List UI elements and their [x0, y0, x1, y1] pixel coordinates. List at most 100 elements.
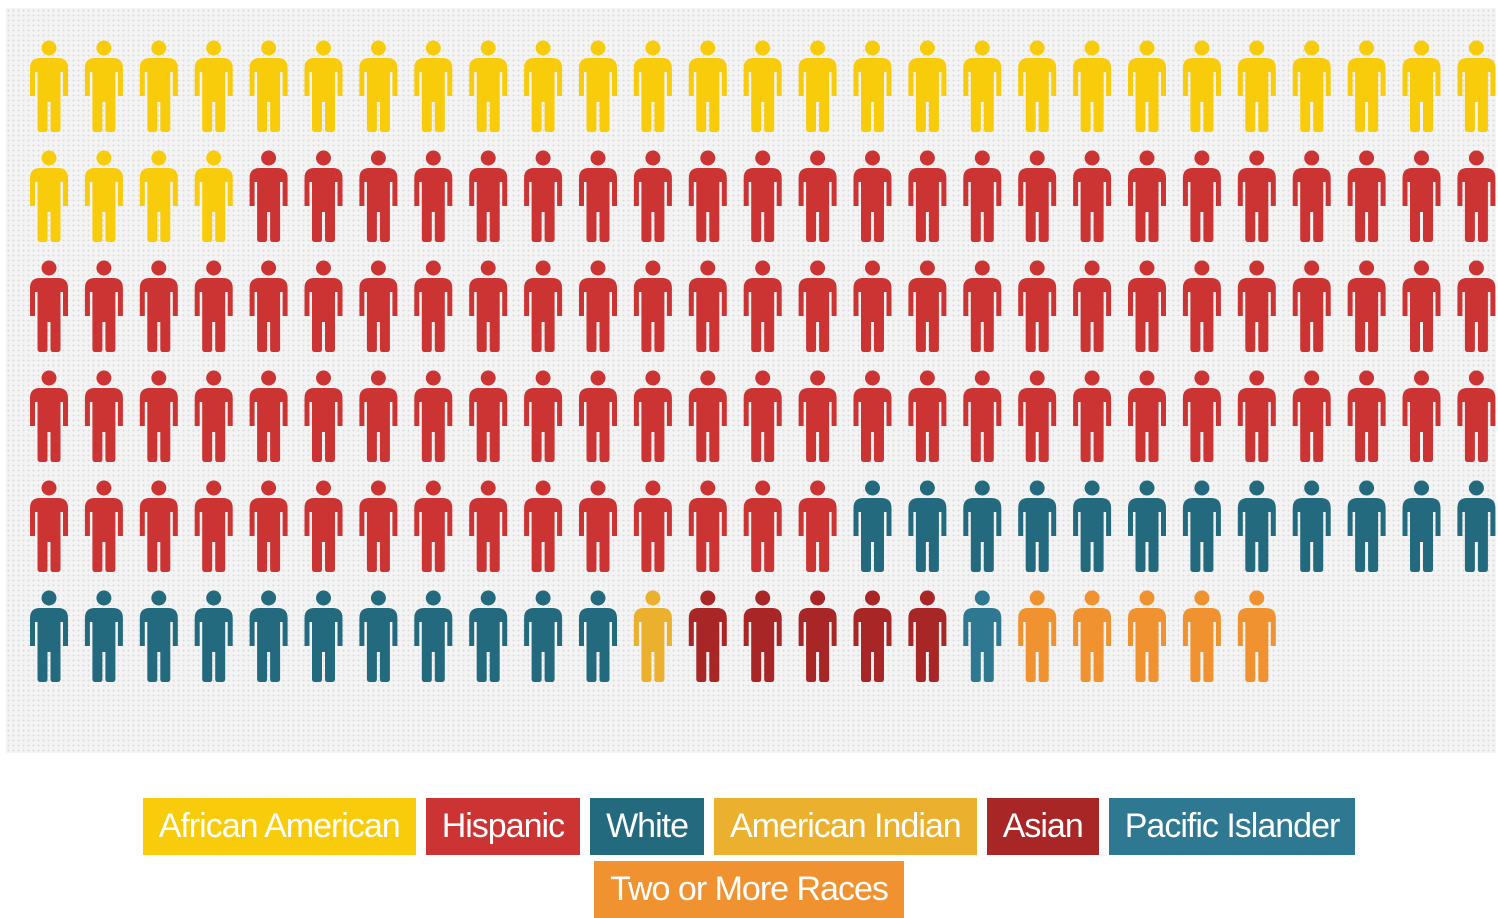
legend-item-asian: Asian — [986, 798, 1099, 855]
person-icon-two-or-more-races — [1073, 590, 1112, 682]
person-icon-hispanic — [469, 150, 508, 242]
person-icon-african-american — [1073, 40, 1112, 132]
person-icon-hispanic — [1457, 150, 1496, 242]
person-icon-white — [579, 590, 617, 682]
person-icon-white — [30, 590, 68, 682]
person-icon-hispanic — [743, 370, 782, 462]
person-icon-hispanic — [249, 480, 288, 572]
person-icon-hispanic — [908, 260, 947, 352]
person-icon-african-american — [1128, 40, 1166, 132]
person-icon-white — [469, 590, 508, 682]
person-icon-asian — [743, 590, 782, 682]
person-icon-african-american — [1237, 40, 1276, 132]
person-icon-hispanic — [1073, 370, 1112, 462]
person-icon-asian — [798, 590, 837, 682]
person-icon-african-american — [743, 40, 782, 132]
person-icon-african-american — [30, 150, 68, 242]
person-icon-hispanic — [30, 480, 68, 572]
person-icon-hispanic — [1457, 260, 1496, 352]
person-icon-african-american — [194, 40, 233, 132]
person-icon-african-american — [304, 40, 343, 132]
person-icon-hispanic — [194, 480, 233, 572]
person-icon-african-american — [1018, 40, 1057, 132]
person-icon-african-american — [249, 40, 288, 132]
person-icon-hispanic — [359, 370, 398, 462]
person-icon-hispanic — [633, 260, 672, 352]
person-icon-hispanic — [688, 150, 727, 242]
person-icon-hispanic — [1237, 150, 1276, 242]
person-icon-african-american — [359, 40, 398, 132]
person-icon-african-american — [1347, 40, 1386, 132]
person-icon-african-american — [853, 40, 892, 132]
person-icon-two-or-more-races — [1128, 590, 1166, 682]
person-icon-african-american — [633, 40, 672, 132]
person-icon-white — [1457, 480, 1496, 572]
person-icon-african-american — [908, 40, 947, 132]
person-icon-hispanic — [579, 150, 617, 242]
person-icon-hispanic — [743, 150, 782, 242]
person-icon-hispanic — [798, 260, 837, 352]
person-icon-white — [1237, 480, 1276, 572]
person-icon-hispanic — [139, 480, 178, 572]
person-icon-white — [1182, 480, 1221, 572]
legend-item-pacific-islander: Pacific Islander — [1108, 798, 1356, 855]
person-icon-hispanic — [1402, 370, 1441, 462]
person-icon-white — [1347, 480, 1386, 572]
person-icon-hispanic — [359, 260, 398, 352]
person-icon-hispanic — [414, 260, 453, 352]
person-icon-african-american — [194, 150, 233, 242]
person-icon-white — [414, 590, 453, 682]
person-icon-hispanic — [1292, 370, 1331, 462]
person-icon-hispanic — [798, 370, 837, 462]
person-icon-hispanic — [469, 260, 508, 352]
person-icon-hispanic — [798, 480, 837, 572]
person-icon-hispanic — [963, 260, 1002, 352]
person-icon-hispanic — [1402, 150, 1441, 242]
person-icon-hispanic — [1347, 260, 1386, 352]
person-icon-hispanic — [963, 150, 1002, 242]
person-icon-hispanic — [30, 370, 68, 462]
person-icon-hispanic — [688, 370, 727, 462]
person-icon-african-american — [524, 40, 563, 132]
person-icon-hispanic — [1292, 150, 1331, 242]
person-icon-african-american — [84, 40, 123, 132]
person-icon-hispanic — [908, 150, 947, 242]
person-icon-hispanic — [743, 480, 782, 572]
person-icon-hispanic — [1182, 260, 1221, 352]
legend-item-hispanic: Hispanic — [425, 798, 581, 855]
person-icon-hispanic — [30, 260, 68, 352]
person-icon-asian — [688, 590, 727, 682]
person-icon-african-american — [139, 150, 178, 242]
person-icon-african-american — [963, 40, 1002, 132]
person-icon-hispanic — [304, 150, 343, 242]
person-icon-hispanic — [139, 370, 178, 462]
person-icon-hispanic — [304, 480, 343, 572]
person-icon-african-american — [798, 40, 837, 132]
person-icon-hispanic — [1128, 150, 1166, 242]
person-icon-hispanic — [579, 260, 617, 352]
person-icon-hispanic — [1292, 260, 1331, 352]
legend-item-american-indian: American Indian — [714, 798, 977, 855]
person-icon-hispanic — [304, 370, 343, 462]
person-icon-hispanic — [139, 260, 178, 352]
person-icon-two-or-more-races — [1018, 590, 1057, 682]
person-icon-hispanic — [1018, 370, 1057, 462]
person-icon-african-american — [1457, 40, 1496, 132]
person-icon-hispanic — [633, 370, 672, 462]
person-icon-white — [1073, 480, 1112, 572]
pictogram-grid — [30, 40, 1496, 682]
person-icon-two-or-more-races — [1182, 590, 1221, 682]
person-icon-white — [1128, 480, 1166, 572]
person-icon-hispanic — [414, 480, 453, 572]
person-icon-hispanic — [1402, 260, 1441, 352]
person-icon-hispanic — [579, 480, 617, 572]
person-icon-african-american — [1402, 40, 1441, 132]
person-icon-white — [139, 590, 178, 682]
person-icon-hispanic — [359, 150, 398, 242]
person-icon-hispanic — [1457, 370, 1496, 462]
person-icon-two-or-more-races — [1237, 590, 1276, 682]
person-icon-white — [194, 590, 233, 682]
legend-item-two-or-more-races: Two or More Races — [594, 861, 904, 918]
person-icon-african-american — [579, 40, 617, 132]
person-icon-hispanic — [853, 150, 892, 242]
